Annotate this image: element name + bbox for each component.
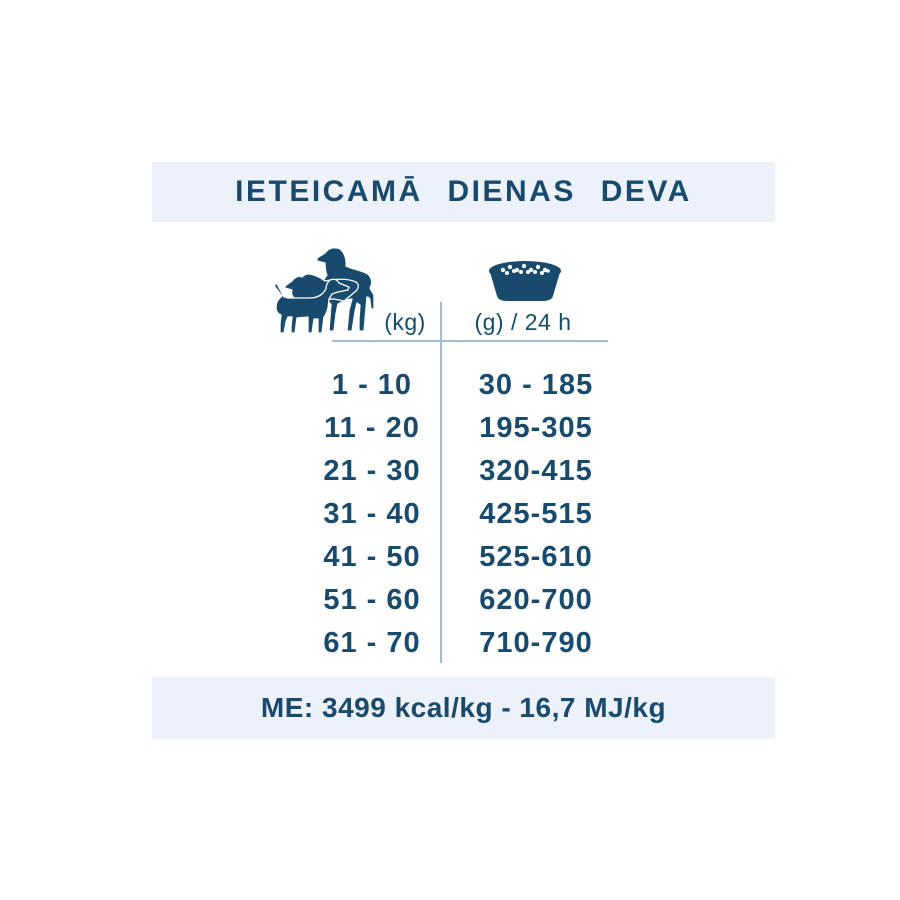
weight-range-cell: 41 - 50	[323, 541, 421, 573]
weight-range-cell: 21 - 30	[323, 455, 421, 487]
dogs-silhouette-icon	[273, 247, 375, 334]
title-band: IETEICAMĀ DIENAS DEVA	[152, 162, 775, 222]
amount-column: 30 - 185 195-305 320-415 425-515 525-610…	[454, 364, 618, 665]
weight-range-cell: 61 - 70	[323, 627, 421, 659]
food-amount-cell: 425-515	[479, 498, 593, 530]
food-amount-cell: 620-700	[479, 584, 593, 616]
weight-range-cell: 51 - 60	[323, 584, 421, 616]
kibble-dots	[500, 263, 550, 275]
weight-range-cell: 11 - 20	[324, 412, 420, 444]
food-amount-cell: 710-790	[479, 627, 593, 659]
weight-column: 1 - 10 11 - 20 21 - 30 31 - 40 41 - 50 5…	[300, 364, 444, 665]
food-amount-cell: 195-305	[479, 412, 593, 444]
column-divider-rule	[440, 302, 442, 663]
food-amount-cell: 30 - 185	[478, 369, 594, 401]
amount-column-header: (g) / 24 h	[474, 309, 572, 335]
weight-range-cell: 31 - 40	[323, 498, 421, 530]
food-bowl-icon	[489, 261, 561, 301]
weight-range-cell: 1 - 10	[331, 369, 413, 401]
header-underline-rule	[332, 340, 608, 342]
food-amount-cell: 320-415	[479, 455, 593, 487]
page-title: IETEICAMĀ DIENAS DEVA	[235, 175, 692, 208]
metabolizable-energy-text: ME: 3499 kcal/kg - 16,7 MJ/kg	[260, 692, 667, 723]
weight-column-header: (kg)	[384, 309, 426, 335]
food-amount-cell: 525-610	[479, 541, 593, 573]
energy-band: ME: 3499 kcal/kg - 16,7 MJ/kg	[152, 677, 775, 739]
